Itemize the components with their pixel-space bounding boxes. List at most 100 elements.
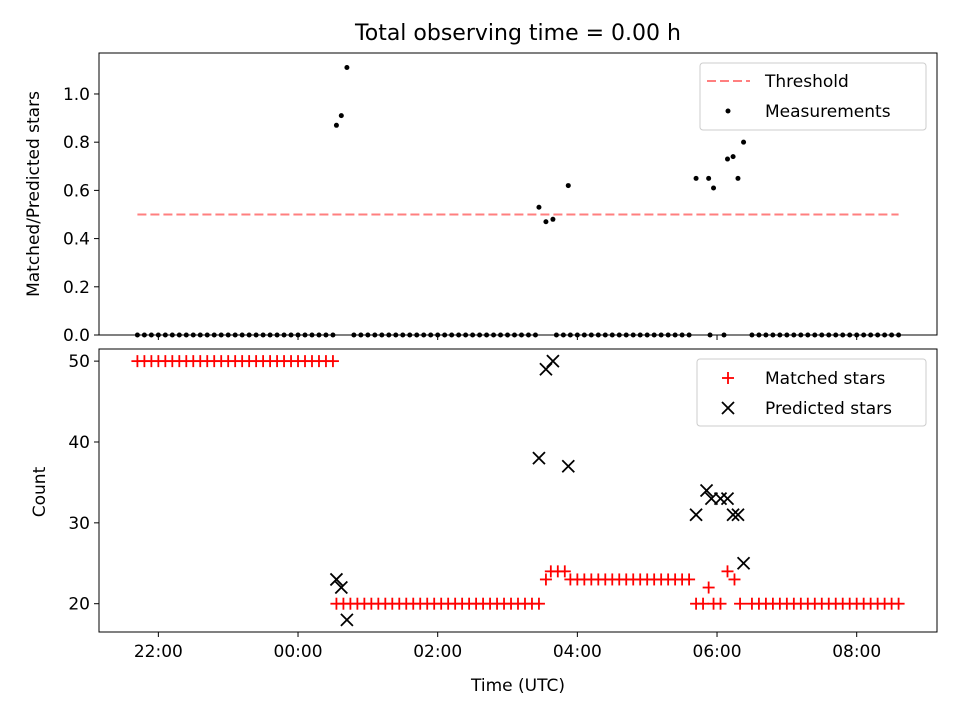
measurement-point bbox=[679, 332, 685, 338]
measurement-point bbox=[232, 332, 238, 338]
measurement-point bbox=[777, 332, 783, 338]
x-tick-label: 04:00 bbox=[553, 642, 602, 662]
measurement-point bbox=[791, 332, 797, 338]
measurement-point bbox=[602, 332, 608, 338]
bottom-legend: Matched stars Predicted stars bbox=[696, 358, 927, 427]
predicted-star-stroke bbox=[546, 354, 560, 368]
measurement-point bbox=[756, 332, 762, 338]
measurement-point bbox=[183, 332, 189, 338]
predicted-star-stroke bbox=[532, 451, 546, 465]
legend-predicted-label: Predicted stars bbox=[765, 399, 892, 419]
measurement-point bbox=[176, 332, 182, 338]
measurement-point bbox=[281, 332, 287, 338]
measurement-point bbox=[861, 332, 867, 338]
bottom-y-tick-label: 20 bbox=[68, 595, 90, 615]
measurement-point bbox=[525, 332, 531, 338]
x-tick-label: 00:00 bbox=[274, 642, 323, 662]
top-y-tick-label: 1.0 bbox=[63, 85, 90, 105]
measurement-point bbox=[197, 332, 203, 338]
measurement-point bbox=[407, 332, 413, 338]
measurement-point bbox=[162, 332, 168, 338]
measurement-point bbox=[889, 332, 895, 338]
measurement-point bbox=[847, 332, 853, 338]
matched-star-point bbox=[714, 597, 727, 610]
top-legend-box bbox=[699, 62, 927, 131]
top-y-tick-label: 0.4 bbox=[63, 230, 90, 250]
measurement-point bbox=[706, 175, 712, 181]
predicted-star-point bbox=[736, 556, 751, 570]
x-tick-label: 22:00 bbox=[134, 642, 183, 662]
measurement-point bbox=[550, 216, 556, 222]
predicted-star-point bbox=[546, 354, 560, 368]
predicted-star-point bbox=[720, 491, 735, 506]
measurement-point bbox=[330, 332, 336, 338]
matched-star-point bbox=[734, 597, 747, 610]
measurement-point bbox=[854, 332, 860, 338]
matched-star-point bbox=[702, 581, 715, 594]
measurement-point bbox=[784, 332, 790, 338]
measurement-point bbox=[253, 332, 259, 338]
measurement-point bbox=[725, 156, 730, 162]
measurement-point bbox=[609, 332, 615, 338]
measurement-point bbox=[518, 332, 524, 338]
measurement-point bbox=[267, 332, 273, 338]
measurement-point bbox=[393, 332, 399, 338]
top-y-tick-label: 0.2 bbox=[63, 278, 90, 298]
measurement-point bbox=[190, 332, 196, 338]
bottom-y-axis-label: Count bbox=[30, 466, 50, 517]
predicted-star-stroke bbox=[340, 613, 354, 627]
x-axis-label: Time (UTC) bbox=[470, 676, 565, 696]
predicted-star-stroke bbox=[720, 491, 735, 506]
measurement-point bbox=[435, 332, 441, 338]
predicted-star-stroke bbox=[699, 483, 714, 498]
measurement-point bbox=[239, 332, 245, 338]
measurement-point bbox=[896, 332, 902, 338]
measurement-point bbox=[798, 332, 804, 338]
measurement-point bbox=[260, 332, 266, 338]
measurement-point bbox=[344, 64, 350, 70]
predicted-star-point bbox=[726, 508, 740, 522]
measurement-point bbox=[477, 332, 483, 338]
measurement-point bbox=[651, 332, 657, 338]
predicted-star-point bbox=[334, 580, 348, 595]
x-tick-label: 06:00 bbox=[693, 642, 742, 662]
measurement-point bbox=[616, 332, 622, 338]
measurement-point bbox=[274, 332, 280, 338]
legend-threshold-label: Threshold bbox=[764, 72, 849, 92]
matched-star-point bbox=[721, 565, 734, 578]
measurement-point bbox=[658, 332, 664, 338]
bottom-y-tick-label: 40 bbox=[68, 433, 90, 453]
top-legend: Threshold Measurements bbox=[699, 62, 927, 131]
measurement-point bbox=[449, 332, 455, 338]
measurement-point bbox=[812, 332, 818, 338]
measurement-point bbox=[730, 154, 736, 160]
predicted-star-point bbox=[340, 613, 354, 627]
measurement-point bbox=[588, 332, 594, 338]
bottom-y-tick-label: 30 bbox=[68, 514, 90, 534]
measurement-point bbox=[379, 332, 385, 338]
measurement-point bbox=[581, 332, 587, 338]
measurement-point bbox=[211, 332, 217, 338]
measurement-point bbox=[414, 332, 420, 338]
measurement-point bbox=[512, 332, 518, 338]
predicted-star-stroke bbox=[736, 556, 751, 570]
predicted-star-stroke bbox=[334, 580, 348, 595]
measurement-point bbox=[741, 139, 747, 145]
measurement-point bbox=[316, 332, 322, 338]
predicted-star-stroke bbox=[731, 508, 745, 522]
measurement-point bbox=[644, 332, 650, 338]
measurement-point bbox=[288, 332, 294, 338]
measurement-point bbox=[365, 332, 371, 338]
measurement-point bbox=[707, 332, 713, 338]
predicted-star-stroke bbox=[561, 459, 575, 473]
measurement-point bbox=[463, 332, 469, 338]
predicted-star-point bbox=[731, 508, 745, 522]
measurement-point bbox=[134, 332, 140, 338]
measurement-point bbox=[560, 332, 566, 338]
measurement-point bbox=[565, 183, 571, 189]
predicted-star-point bbox=[532, 451, 546, 465]
measurement-point bbox=[868, 332, 874, 338]
measurement-point bbox=[169, 332, 175, 338]
bottom-legend-box bbox=[696, 358, 927, 427]
